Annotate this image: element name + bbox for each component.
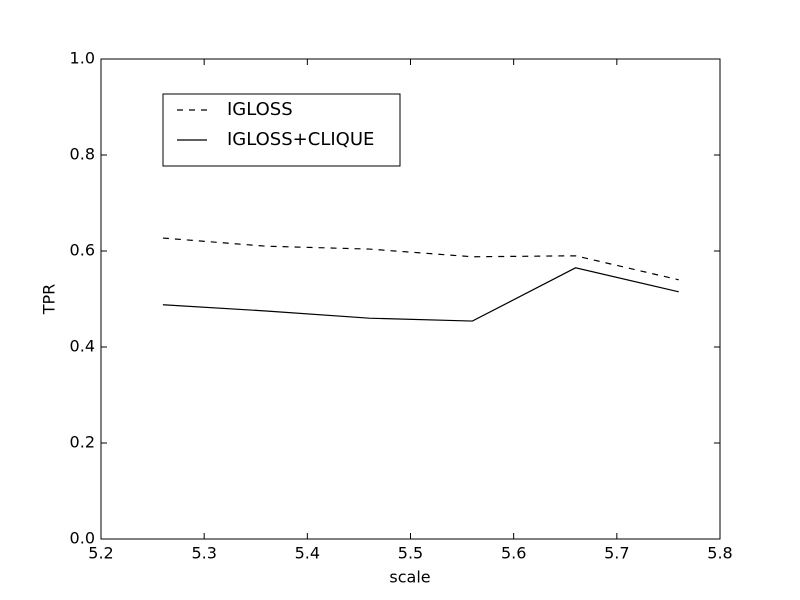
x-tick-label: 5.5 — [398, 544, 423, 563]
plot-frame — [100, 58, 721, 540]
x-tick-label: 5.6 — [501, 544, 526, 563]
legend-label: IGLOSS — [227, 99, 293, 120]
x-tick-label: 5.4 — [295, 544, 320, 563]
x-axis-label: scale — [389, 568, 430, 587]
x-tick-label: 5.8 — [707, 544, 732, 563]
y-tick-label: 0.0 — [70, 529, 95, 548]
legend-label: IGLOSS+CLIQUE — [227, 129, 374, 150]
y-tick-label: 0.4 — [70, 337, 95, 356]
y-tick-label: 0.2 — [70, 433, 95, 452]
legend-box — [162, 93, 401, 167]
series-line — [162, 237, 679, 281]
y-tick-label: 0.8 — [70, 145, 95, 164]
y-axis-label: TPR — [40, 284, 59, 316]
x-tick-label: 5.2 — [88, 544, 113, 563]
series-line — [162, 267, 679, 322]
y-tick-label: 1.0 — [70, 49, 95, 68]
x-tick-label: 5.3 — [191, 544, 216, 563]
x-tick-label: 5.7 — [604, 544, 629, 563]
y-tick-label: 0.6 — [70, 241, 95, 260]
